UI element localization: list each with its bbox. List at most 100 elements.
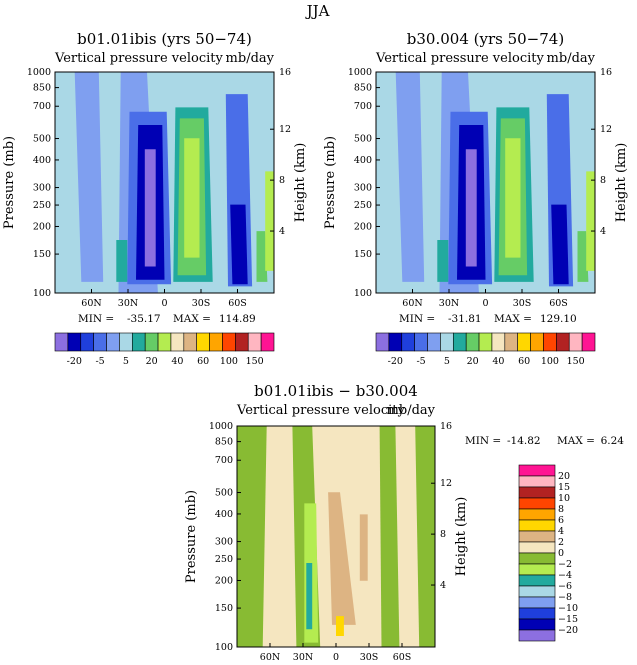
stats-2: MIN = -31.81 MAX = 129.10 bbox=[399, 313, 577, 325]
panel-1: b01.01ibis (yrs 50−74) Vertical pressure … bbox=[2, 30, 308, 309]
panel-title: b01.01ibis − b30.004 bbox=[254, 382, 418, 400]
max-label: MAX = bbox=[494, 313, 532, 325]
colorbar-label: −6 bbox=[558, 581, 572, 592]
y-tick-label: 300 bbox=[33, 183, 51, 194]
panels: b01.01ibis (yrs 50−74) Vertical pressure … bbox=[2, 30, 629, 663]
y-tick-label: 400 bbox=[33, 155, 51, 166]
colorbar-swatch bbox=[568, 332, 583, 352]
x-tick-label: 30S bbox=[360, 652, 379, 663]
colorbar-label: 2 bbox=[558, 537, 564, 548]
y-axis-label: Pressure (mb) bbox=[323, 136, 338, 229]
colorbar-swatch bbox=[54, 332, 69, 352]
max-value: 6.24 bbox=[601, 435, 625, 447]
min-label: MIN = bbox=[399, 313, 435, 325]
x-tick-label: 30N bbox=[439, 298, 459, 309]
contour-band bbox=[336, 616, 344, 636]
colorbar-swatch bbox=[183, 332, 198, 352]
x-tick-label: 0 bbox=[333, 652, 339, 663]
colorbar-swatch bbox=[518, 552, 556, 565]
colorbar-label: 100 bbox=[541, 356, 559, 367]
y-tick-label: 300 bbox=[354, 183, 372, 194]
colorbar-label: 150 bbox=[246, 356, 264, 367]
contour-band bbox=[586, 171, 595, 271]
colorbar-swatch bbox=[518, 519, 556, 532]
colorbar-label: -20 bbox=[388, 356, 403, 367]
colorbar-swatch bbox=[478, 332, 493, 352]
max-label: MAX = bbox=[173, 313, 211, 325]
colorbar-swatch bbox=[401, 332, 415, 352]
contour-band bbox=[230, 204, 248, 285]
y2-axis-label: Height (km) bbox=[614, 143, 629, 223]
contour-field bbox=[237, 426, 435, 647]
colorbar-swatch bbox=[518, 486, 556, 499]
y-axis-label: Pressure (mb) bbox=[2, 136, 17, 229]
stats-3: MIN = -14.82 MAX = 6.24 bbox=[465, 435, 624, 447]
x-tick-label: 60N bbox=[402, 298, 422, 309]
colorbar-swatch bbox=[518, 585, 556, 598]
x-tick-label: 60S bbox=[228, 298, 247, 309]
colorbar-swatch bbox=[530, 332, 544, 352]
contour-band bbox=[395, 72, 425, 282]
colorbar-swatch bbox=[518, 508, 556, 521]
y-tick-label: 200 bbox=[33, 221, 51, 232]
y2-tick-label: 8 bbox=[440, 529, 446, 540]
colorbar-label: −20 bbox=[558, 625, 578, 636]
y-tick-label: 200 bbox=[215, 575, 233, 586]
colorbar-swatch bbox=[518, 541, 556, 554]
colorbar-swatch bbox=[581, 332, 596, 352]
x-tick-label: 60N bbox=[260, 652, 280, 663]
colorbar-swatch bbox=[67, 332, 82, 352]
colorbar-label: 60 bbox=[518, 356, 530, 367]
y-tick-label: 200 bbox=[354, 221, 372, 232]
colorbar-label: 40 bbox=[492, 356, 504, 367]
colorbar-swatch bbox=[504, 332, 519, 352]
y-tick-label: 250 bbox=[33, 200, 51, 211]
colorbar-swatch bbox=[209, 332, 223, 352]
y-tick-label: 250 bbox=[354, 200, 372, 211]
colorbar-swatch bbox=[465, 332, 480, 352]
x-tick-label: 30N bbox=[118, 298, 138, 309]
y-tick-label: 100 bbox=[33, 288, 51, 299]
y2-axis-label: Height (km) bbox=[293, 143, 308, 223]
y-tick-label: 150 bbox=[215, 603, 233, 614]
contour-band bbox=[237, 426, 267, 647]
colorbar-swatch bbox=[427, 332, 441, 352]
x-tick-label: 30N bbox=[293, 652, 313, 663]
x-tick-label: 30S bbox=[192, 298, 211, 309]
colorbar-label: −4 bbox=[558, 570, 572, 581]
contour-band bbox=[379, 426, 400, 647]
y-tick-label: 500 bbox=[33, 134, 51, 145]
contour-band bbox=[306, 563, 313, 630]
colorbar-swatch bbox=[452, 332, 467, 352]
x-tick-label: 60N bbox=[81, 298, 101, 309]
contour-band bbox=[437, 240, 449, 282]
colorbar-swatch bbox=[80, 332, 94, 352]
colorbar-swatch bbox=[235, 332, 249, 352]
colorbar-swatch bbox=[440, 332, 454, 352]
contour-band bbox=[505, 138, 521, 258]
units-label: mb/day bbox=[387, 403, 436, 418]
panel-title: b01.01ibis (yrs 50−74) bbox=[77, 30, 252, 48]
colorbar-swatch bbox=[491, 332, 506, 352]
y-tick-label: 150 bbox=[354, 249, 372, 260]
y-tick-label: 700 bbox=[215, 455, 233, 466]
y2-tick-label: 8 bbox=[600, 175, 606, 186]
colorbar-swatch bbox=[543, 332, 557, 352]
colorbar-label: 100 bbox=[220, 356, 238, 367]
colorbar-label: 15 bbox=[558, 482, 570, 493]
y2-tick-label: 4 bbox=[440, 580, 446, 591]
colorbar-swatch bbox=[196, 332, 210, 352]
colorbar-swatch bbox=[518, 530, 556, 543]
contour-band bbox=[465, 149, 477, 267]
colorbar-swatch bbox=[247, 332, 262, 352]
colorbar-label: 20 bbox=[558, 471, 570, 482]
x-tick-label: 0 bbox=[482, 298, 488, 309]
colorbar-swatch bbox=[518, 464, 556, 477]
colorbar-2: -20 -5 5 20 40 60 100 150 bbox=[375, 332, 596, 367]
y-tick-label: 150 bbox=[33, 249, 51, 260]
contour-band bbox=[551, 204, 569, 285]
contour-band bbox=[359, 514, 368, 581]
colorbar-swatch bbox=[170, 332, 185, 352]
colorbar-label: −10 bbox=[558, 603, 578, 614]
colorbar-label: -5 bbox=[416, 356, 425, 367]
